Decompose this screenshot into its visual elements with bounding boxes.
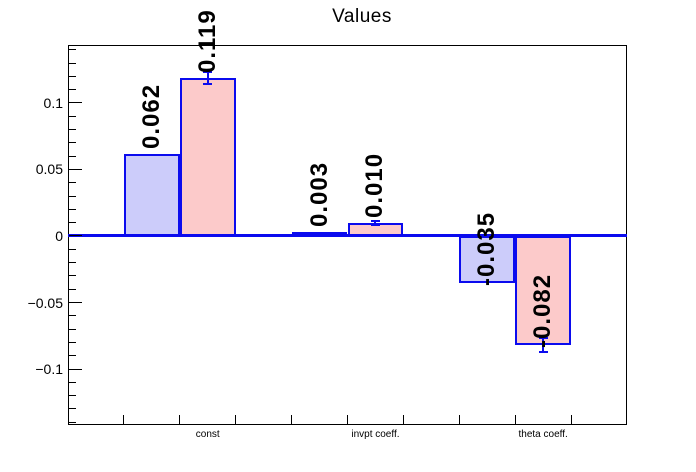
bar-const-series-2 xyxy=(179,77,236,236)
error-bar-cap xyxy=(370,223,380,226)
x-axis-tick xyxy=(347,415,348,424)
error-bar-cap xyxy=(538,337,548,340)
x-axis-tick xyxy=(291,415,293,424)
y-axis-minor-tick xyxy=(69,341,76,343)
x-axis-category-label-const: const xyxy=(195,429,220,440)
y-axis-tick xyxy=(69,368,82,370)
value-label-theta-coeff-series-2: -0.082 xyxy=(529,274,557,349)
error-bar-line xyxy=(206,71,209,84)
y-axis-minor-tick xyxy=(69,49,76,51)
y-axis-tick-label: 0.1 xyxy=(43,94,63,111)
y-axis-minor-tick xyxy=(69,288,76,290)
y-axis-minor-tick xyxy=(69,395,76,397)
value-label-const-series-1: 0.062 xyxy=(137,83,165,149)
error-bar-line xyxy=(374,220,377,225)
y-axis-minor-tick xyxy=(69,195,76,197)
y-axis-tick-label: 0 xyxy=(55,227,63,244)
y-axis-minor-tick xyxy=(69,381,76,383)
y-axis-tick xyxy=(69,168,82,170)
value-label-const-series-2: 0.119 xyxy=(193,8,221,73)
y-axis-minor-tick xyxy=(69,208,76,210)
chart-title: Values xyxy=(332,6,392,27)
error-bar-cap xyxy=(203,70,213,73)
y-axis-minor-tick xyxy=(69,115,76,117)
y-axis-tick-label: 0.05 xyxy=(35,161,63,178)
x-axis-tick xyxy=(458,415,460,424)
bar-const-series-1 xyxy=(123,153,180,236)
y-axis-minor-tick xyxy=(69,89,76,91)
error-bar-line xyxy=(542,338,545,352)
error-bar-cap xyxy=(538,350,548,353)
x-axis-category-label-invpt-coeff: invpt coeff. xyxy=(351,429,400,440)
zero-axis-line xyxy=(68,234,627,238)
y-axis-minor-tick xyxy=(69,62,76,64)
y-axis-minor-tick xyxy=(69,248,76,250)
x-axis-tick xyxy=(123,415,125,424)
y-axis-minor-tick xyxy=(69,75,76,77)
y-axis-tick xyxy=(69,102,82,104)
y-axis-tick-label: −0.05 xyxy=(27,294,63,311)
y-axis-tick xyxy=(69,235,82,237)
y-axis-minor-tick xyxy=(69,182,76,184)
value-label-invpt-coeff-series-2: 0.010 xyxy=(361,152,389,218)
y-axis-minor-tick xyxy=(69,142,76,144)
error-bar-cap xyxy=(203,82,213,85)
value-label-theta-coeff-series-1: -0.035 xyxy=(473,211,501,286)
value-label-invpt-coeff-series-1: 0.003 xyxy=(305,161,333,227)
x-axis-tick xyxy=(570,415,572,424)
x-axis-tick xyxy=(235,415,237,424)
x-axis-tick xyxy=(402,415,404,424)
y-axis-minor-tick xyxy=(69,315,76,317)
x-axis-tick xyxy=(514,415,516,424)
y-axis-minor-tick xyxy=(69,129,76,131)
y-axis-minor-tick xyxy=(69,421,76,423)
y-axis-tick-label: −0.1 xyxy=(35,361,63,377)
x-axis-tick xyxy=(179,415,181,424)
y-axis-minor-tick xyxy=(69,408,76,410)
y-axis-minor-tick xyxy=(69,275,76,277)
y-axis-tick xyxy=(69,302,82,303)
error-bar-cap xyxy=(370,219,380,222)
y-axis-minor-tick xyxy=(69,328,76,330)
y-axis-minor-tick xyxy=(69,355,76,357)
y-axis-minor-tick xyxy=(69,222,76,224)
x-axis-category-label-theta-coeff: theta coeff. xyxy=(518,429,568,440)
y-axis-minor-tick xyxy=(69,155,76,157)
y-axis-minor-tick xyxy=(69,262,76,264)
